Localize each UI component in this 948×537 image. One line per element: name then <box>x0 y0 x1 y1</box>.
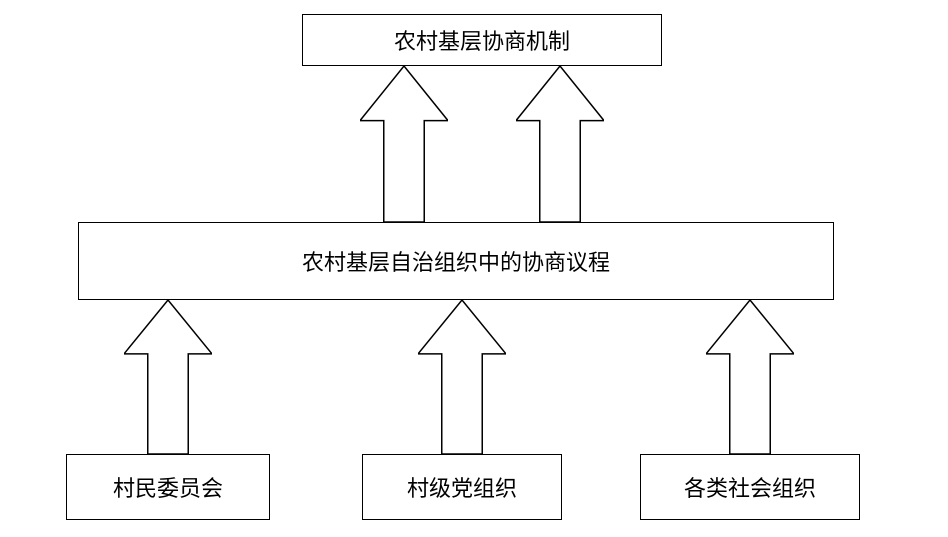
node-bottom-left-label: 村民委员会 <box>113 471 223 503</box>
node-top: 农村基层协商机制 <box>302 14 662 66</box>
node-bottom-right-label: 各类社会组织 <box>684 471 816 503</box>
node-bottom-center: 村级党组织 <box>362 454 562 520</box>
node-middle-label: 农村基层自治组织中的协商议程 <box>302 245 610 277</box>
node-middle: 农村基层自治组织中的协商议程 <box>78 222 834 300</box>
arrow-upper-left <box>360 66 448 222</box>
node-bottom-center-label: 村级党组织 <box>407 471 517 503</box>
node-top-label: 农村基层协商机制 <box>394 24 570 56</box>
arrow-upper-right <box>516 66 604 222</box>
arrow-lower-left <box>124 300 212 454</box>
node-bottom-right: 各类社会组织 <box>640 454 860 520</box>
node-bottom-left: 村民委员会 <box>66 454 270 520</box>
arrow-lower-right <box>706 300 794 454</box>
arrow-lower-center <box>418 300 506 454</box>
